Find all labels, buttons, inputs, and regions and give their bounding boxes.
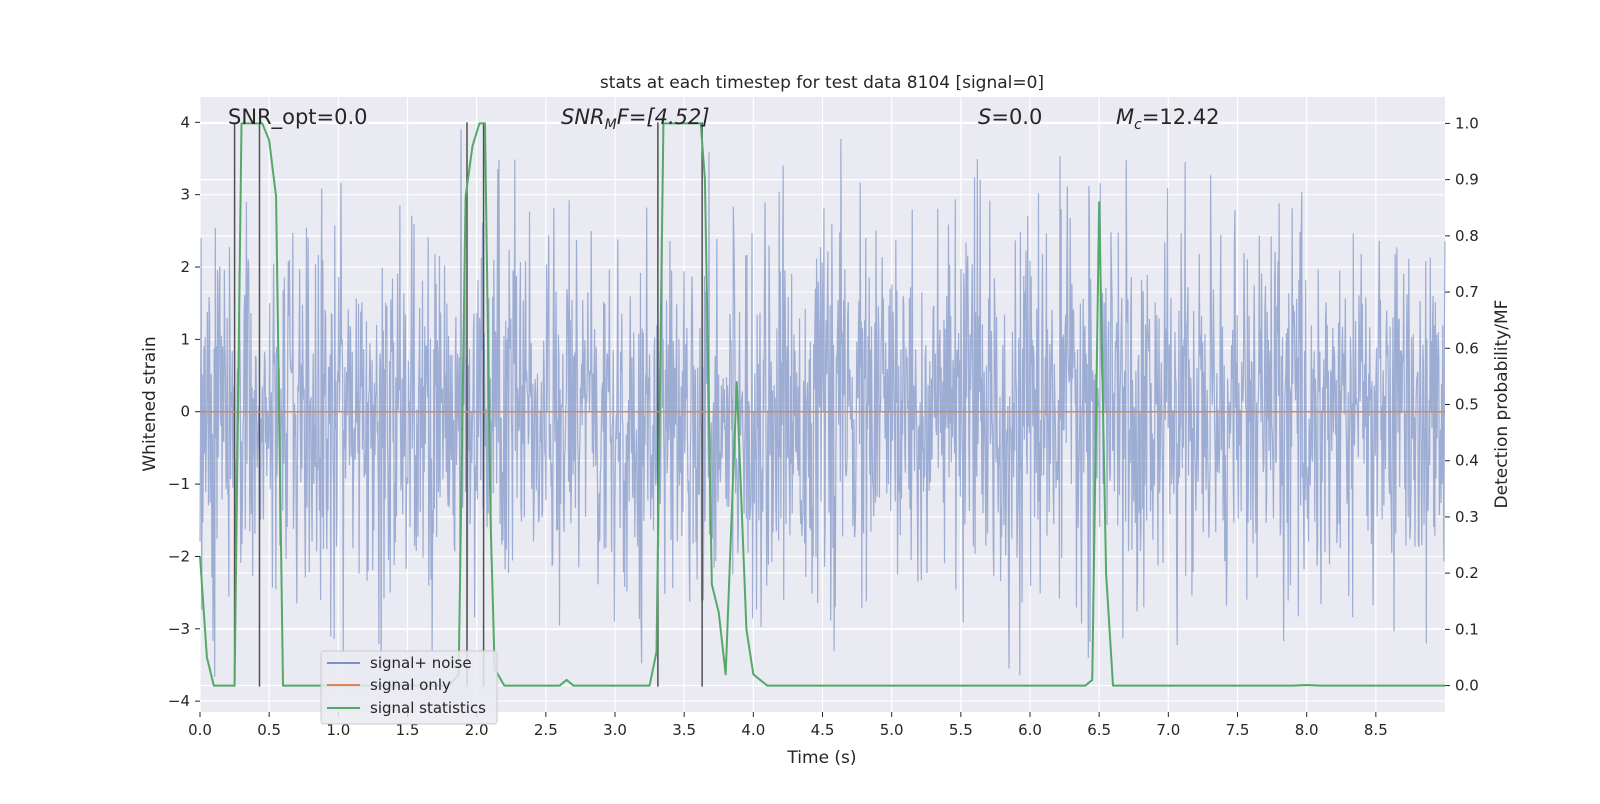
y-ticks-right: 1.0 0.9 0.8 0.7 0.6 0.5 0.4 0.3 0.2 0.1 0.0 xyxy=(1445,114,1479,695)
x-tick-label: 4.5 xyxy=(811,721,835,739)
y2-tick-label: 0.8 xyxy=(1455,227,1479,245)
x-tick-label: 3.0 xyxy=(603,721,627,739)
annotation-s-symbol: S xyxy=(978,105,991,129)
y2-tick-label: 0.5 xyxy=(1455,396,1479,414)
y-tick-label: 3 xyxy=(180,186,190,204)
y2-tick-label: 0.2 xyxy=(1455,564,1479,582)
y-tick-label: −3 xyxy=(168,620,190,638)
annotation-snr-mf-symbol: SNR xyxy=(561,105,605,129)
y2-tick-label: 1.0 xyxy=(1455,114,1479,132)
y-axis-title: Whitened strain xyxy=(140,336,160,471)
annotation-s-value: =0.0 xyxy=(991,105,1042,129)
x-axis-title: Time (s) xyxy=(786,748,856,768)
x-tick-label: 5.5 xyxy=(949,721,973,739)
x-tick-label: 2.5 xyxy=(534,721,558,739)
legend-box xyxy=(320,650,498,725)
annotation-mc-subscript: c xyxy=(1134,117,1142,133)
annotation-snr-mf-subscript: M xyxy=(605,117,617,133)
signal-statistics-series xyxy=(199,122,1445,687)
y2-tick-label: 0.4 xyxy=(1455,452,1479,470)
legend-label-signal-noise: signal+ noise xyxy=(370,654,472,672)
signal-noise-series xyxy=(199,129,1446,677)
y2-tick-label: 0.0 xyxy=(1455,677,1479,695)
x-tick-label: 2.0 xyxy=(465,721,489,739)
x-tick-label: 3.5 xyxy=(672,721,696,739)
x-tick-label: 6.0 xyxy=(1018,721,1042,739)
annotation-mc: Mc=12.42 xyxy=(1116,105,1220,133)
x-tick-label: 0.5 xyxy=(257,721,281,739)
x-tick-label: 6.5 xyxy=(1087,721,1111,739)
x-tick-label: 4.0 xyxy=(741,721,765,739)
x-tick-label: 1.0 xyxy=(326,721,350,739)
y2-tick-label: 0.1 xyxy=(1455,620,1479,638)
y2-axis-title: Detection probability/MF xyxy=(1492,300,1512,509)
y-ticks-left: 4 3 2 1 0 −1 −2 −3 −4 xyxy=(168,113,200,710)
x-tick-label: 7.0 xyxy=(1156,721,1180,739)
x-tick-label: 7.5 xyxy=(1226,721,1250,739)
y-tick-label: 2 xyxy=(180,258,190,276)
y-tick-label: 0 xyxy=(180,403,190,421)
y-tick-label: −4 xyxy=(168,692,190,710)
legend-label-signal-only: signal only xyxy=(370,676,451,694)
x-tick-label: 1.5 xyxy=(396,721,420,739)
x-tick-label: 5.0 xyxy=(880,721,904,739)
chart-title: stats at each timestep for test data 810… xyxy=(600,73,1044,93)
x-ticks: 0.0 0.5 1.0 1.5 2.0 2.5 3.0 3.5 4.0 4.5 5.0 5.5 6.0 6… xyxy=(188,712,1388,739)
legend: signal+ noise signal only signal statist… xyxy=(320,650,498,725)
y2-tick-label: 0.6 xyxy=(1455,339,1479,357)
x-tick-label: 0.0 xyxy=(188,721,212,739)
annotation-mc-value: =12.42 xyxy=(1142,105,1220,129)
signal-noise-line xyxy=(199,129,1446,677)
annotation-s: S=0.0 xyxy=(978,105,1042,129)
y-tick-label: 1 xyxy=(180,330,190,348)
annotation-snr-mf-value: F=[4.52] xyxy=(617,105,710,129)
y-tick-label: −2 xyxy=(168,547,190,565)
y-tick-label: 4 xyxy=(180,113,190,131)
y2-tick-label: 0.3 xyxy=(1455,508,1479,526)
x-tick-label: 8.5 xyxy=(1364,721,1388,739)
signal-statistics-line xyxy=(199,122,1445,687)
y-tick-label: −1 xyxy=(168,475,190,493)
annotation-snr-mf: SNRMF=[4.52] xyxy=(561,105,710,133)
y2-tick-label: 0.7 xyxy=(1455,283,1479,301)
x-tick-label: 8.0 xyxy=(1295,721,1319,739)
annotation-mc-symbol: M xyxy=(1116,105,1134,129)
annotation-snr-opt: SNR_opt=0.0 xyxy=(228,105,368,130)
legend-label-signal-statistics: signal statistics xyxy=(370,699,486,717)
y2-tick-label: 0.9 xyxy=(1455,171,1479,189)
